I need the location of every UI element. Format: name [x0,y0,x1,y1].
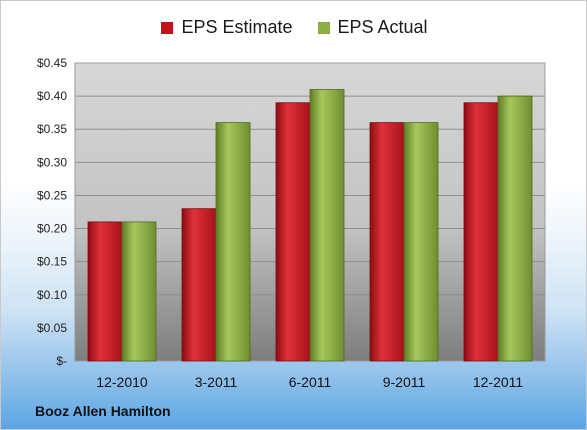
y-tick-label: $0.25 [37,188,67,202]
bar-eps-estimate [369,122,405,362]
x-tick-labels: 12-2010 3-2011 6-2011 9-2011 12-2011 [96,374,523,390]
legend-item-actual: EPS Actual [317,17,428,38]
legend-swatch-estimate [161,21,174,34]
y-tick-label: $0.10 [37,288,67,302]
x-tick-label: 3-2011 [195,374,238,390]
y-tick-label: $0.05 [37,321,67,335]
bar-eps-estimate [181,208,217,362]
y-tick-labels: $- $0.05 $0.10 $0.15 $0.20 $0.25 $0.30 $0.35 $0.… [37,56,67,368]
y-tick-label: $0.15 [37,255,67,269]
bar-eps-estimate [87,221,123,362]
y-tick-label: $0.45 [37,56,67,70]
y-tick-label: $0.35 [37,122,67,136]
legend-swatch-actual [317,21,330,34]
bars [87,89,533,362]
legend-label-actual: EPS Actual [337,17,428,37]
bar-eps-actual [215,122,251,362]
x-tick-label: 6-2011 [289,374,332,390]
x-tick-label: 12-2010 [96,374,148,390]
bar-eps-actual [403,122,439,362]
bar-eps-actual [121,221,157,362]
y-tick-label: $- [56,354,67,368]
y-tick-label: $0.30 [37,155,67,169]
bar-eps-estimate [275,102,311,362]
x-tick-label: 9-2011 [383,374,426,390]
legend-label-estimate: EPS Estimate [181,17,293,37]
bar-eps-estimate [463,102,499,362]
legend-item-estimate: EPS Estimate [161,17,292,38]
y-tick-label: $0.20 [37,222,67,236]
y-tick-label: $0.40 [37,89,67,103]
bar-eps-actual [309,89,345,362]
chart-legend: EPS Estimate EPS Actual [1,17,586,39]
company-name: Booz Allen Hamilton [35,403,171,419]
x-tick-label: 12-2011 [473,374,524,390]
bar-eps-actual [497,95,533,362]
